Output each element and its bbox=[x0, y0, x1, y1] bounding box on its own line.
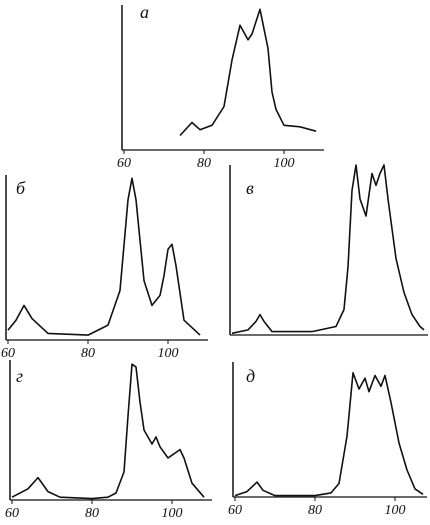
x-tick-label: 100 bbox=[158, 346, 179, 361]
x-tick-label: 80 bbox=[85, 506, 99, 521]
spectrum-line bbox=[179, 8, 317, 137]
spectrum-line bbox=[234, 372, 424, 497]
panel-label: а bbox=[140, 2, 149, 22]
x-tick-label: 60 bbox=[5, 506, 19, 521]
panel-label: б bbox=[16, 178, 26, 198]
x-tick-label: 100 bbox=[274, 156, 295, 171]
spectrum-line bbox=[231, 164, 425, 335]
x-tick-label: 60 bbox=[1, 346, 15, 361]
x-tick-label: 80 bbox=[81, 346, 95, 361]
x-tick-label: 80 bbox=[197, 156, 211, 171]
x-tick-label: 60 bbox=[117, 156, 131, 171]
spectrum-line bbox=[11, 363, 205, 500]
x-tick-label: 60 bbox=[228, 503, 242, 518]
x-tick-label: 100 bbox=[162, 506, 183, 521]
panel-label: в bbox=[246, 178, 254, 198]
panel-label: г bbox=[16, 366, 23, 386]
x-tick-label: 80 bbox=[308, 503, 322, 518]
panel-label: д bbox=[246, 366, 255, 386]
spectrum-line bbox=[7, 177, 201, 336]
x-tick-label: 100 bbox=[385, 503, 406, 518]
